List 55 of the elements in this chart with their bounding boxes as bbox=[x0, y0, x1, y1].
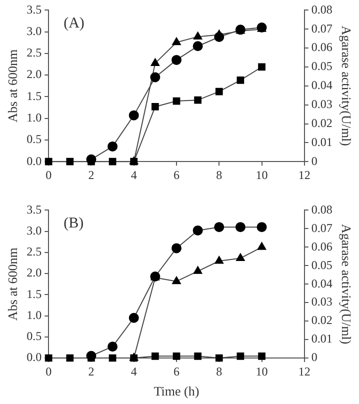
y2-axis-title: Agarase activity(U/ml) bbox=[338, 224, 354, 344]
y-tick-label: 1.5 bbox=[26, 286, 42, 301]
y-tick-label: 2.0 bbox=[26, 266, 42, 280]
y-tick-label: 2.5 bbox=[26, 46, 42, 60]
y-tick-label: 1.0 bbox=[26, 110, 42, 124]
y-tick-label: 3.0 bbox=[26, 24, 42, 38]
y2-tick-label: 0.04 bbox=[311, 78, 332, 92]
x-tick-label: 6 bbox=[174, 168, 180, 182]
y2-tick-label: 0.05 bbox=[311, 258, 332, 272]
x-tick-label: 0 bbox=[46, 364, 52, 378]
x-tick-label: 10 bbox=[256, 364, 268, 378]
y2-tick-label: 0.08 bbox=[311, 2, 332, 16]
annotation: (B) bbox=[64, 216, 84, 232]
x-axis-title: Time (h) bbox=[154, 384, 200, 399]
x-tick-label: 4 bbox=[130, 168, 137, 182]
x-tick-label: 8 bbox=[216, 364, 222, 378]
x-tick-label: 12 bbox=[298, 364, 310, 378]
y-tick-label: 0.0 bbox=[26, 154, 42, 168]
y2-tick-label: 0.02 bbox=[311, 116, 332, 130]
y-tick-label: 1.0 bbox=[26, 308, 42, 322]
y2-axis-title: Agarase activity(U/ml) bbox=[338, 26, 354, 146]
x-tick-label: 2 bbox=[88, 364, 94, 378]
y-axis-title: Abs at 600nm bbox=[5, 49, 20, 122]
y-tick-label: 3.0 bbox=[26, 223, 42, 238]
y2-tick-label: 0.02 bbox=[311, 313, 332, 328]
annotation: (A) bbox=[64, 16, 84, 32]
y-tick-label: 3.5 bbox=[26, 202, 42, 216]
x-tick-label: 4 bbox=[130, 364, 137, 378]
y2-tick-label: 0.08 bbox=[311, 202, 332, 216]
y2-tick-label: 0 bbox=[311, 154, 318, 168]
y-tick-label: 1.5 bbox=[26, 88, 42, 103]
x-tick-label: 2 bbox=[88, 168, 94, 182]
y-tick-label: 0.0 bbox=[26, 350, 42, 364]
y2-tick-label: 0.01 bbox=[311, 332, 332, 346]
x-tick-label: 0 bbox=[46, 168, 52, 182]
y2-tick-label: 0.04 bbox=[311, 276, 332, 290]
y-tick-label: 0.5 bbox=[26, 132, 42, 146]
y2-tick-label: 0.07 bbox=[311, 21, 332, 36]
y2-tick-label: 0.07 bbox=[311, 220, 332, 235]
y2-tick-label: 0.01 bbox=[311, 134, 332, 149]
y2-tick-label: 0 bbox=[311, 350, 318, 364]
x-tick-label: 6 bbox=[174, 364, 180, 378]
x-tick-label: 12 bbox=[298, 168, 310, 182]
y-tick-label: 2.0 bbox=[26, 67, 42, 82]
y-tick-label: 0.5 bbox=[26, 329, 42, 344]
y-tick-label: 3.5 bbox=[26, 2, 42, 16]
y-axis-title: Abs at 600nm bbox=[5, 248, 20, 321]
x-tick-label: 8 bbox=[216, 168, 222, 182]
y2-tick-label: 0.05 bbox=[311, 59, 332, 74]
y2-tick-label: 0.06 bbox=[311, 239, 332, 254]
y2-tick-label: 0.06 bbox=[311, 40, 332, 54]
y-tick-label: 2.5 bbox=[26, 244, 42, 259]
x-tick-label: 10 bbox=[256, 168, 268, 182]
y2-tick-label: 0.03 bbox=[311, 96, 332, 111]
y2-tick-label: 0.03 bbox=[311, 294, 332, 309]
